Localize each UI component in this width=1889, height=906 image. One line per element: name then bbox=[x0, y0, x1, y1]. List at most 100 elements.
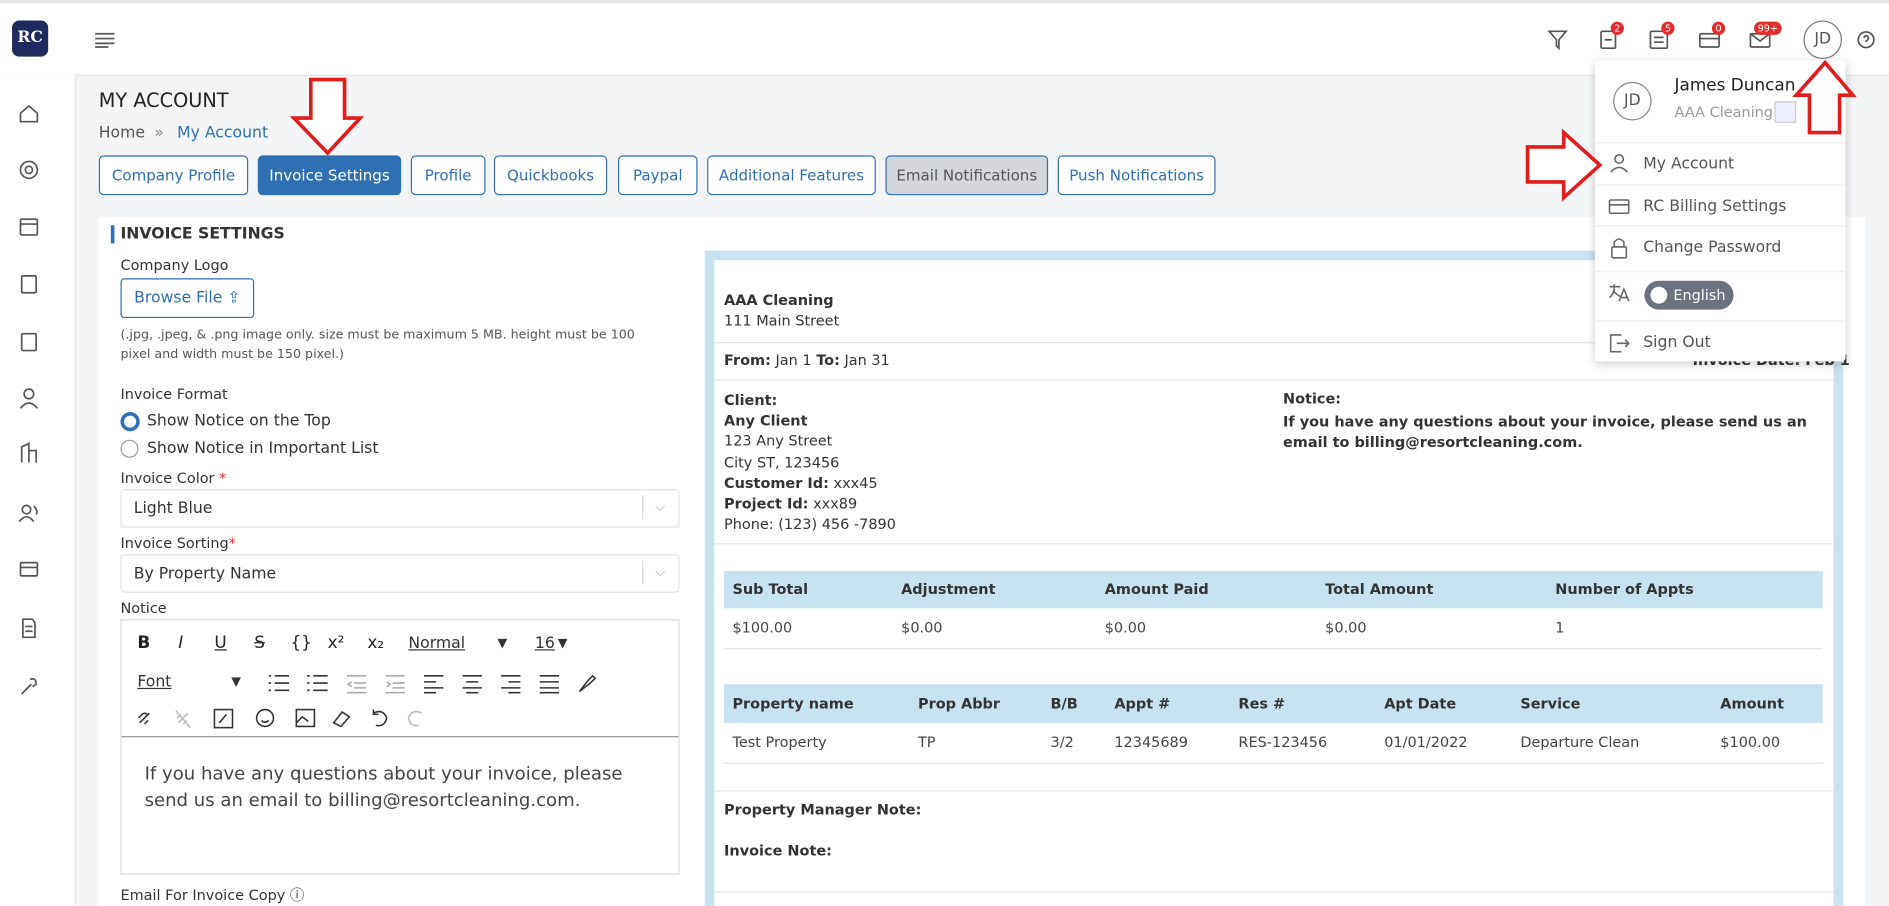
editor[interactable] bbox=[120, 736, 680, 875]
table-header: Amount Paid bbox=[1104, 580, 1209, 598]
address: 111 Main Street bbox=[724, 312, 840, 329]
divider bbox=[714, 891, 1834, 893]
tool[interactable]: S bbox=[254, 633, 265, 653]
tool[interactable]: B bbox=[137, 633, 151, 653]
menu-avatar: JD bbox=[1613, 81, 1652, 121]
table-header: Property name bbox=[732, 695, 854, 712]
table-header: Res # bbox=[1238, 695, 1286, 712]
language-toggle[interactable]: English bbox=[1644, 280, 1734, 310]
tab[interactable]: Paypal bbox=[618, 155, 698, 196]
tool[interactable]: x² bbox=[327, 633, 345, 653]
table-cell: RES-123456 bbox=[1238, 733, 1328, 751]
label: Company Logo bbox=[120, 256, 229, 274]
icon-2[interactable] bbox=[1648, 29, 1670, 51]
logo[interactable]: RC bbox=[12, 20, 49, 57]
label: Notice bbox=[120, 599, 167, 617]
radio[interactable] bbox=[120, 439, 139, 458]
tab[interactable]: Invoice Settings bbox=[257, 155, 402, 196]
client-label: Client: bbox=[724, 391, 778, 409]
table-header: Total Amount bbox=[1325, 580, 1434, 598]
sidebar bbox=[0, 74, 76, 906]
menu-item[interactable] bbox=[1595, 142, 1846, 184]
avatar[interactable]: JD bbox=[1803, 20, 1842, 60]
radio-checked[interactable] bbox=[120, 412, 140, 432]
table-header: Apt Date bbox=[1384, 695, 1457, 712]
notice-text: If you have any questions about your inv… bbox=[1283, 413, 1807, 451]
divider bbox=[724, 648, 1823, 650]
browse-text: Browse File bbox=[134, 289, 223, 308]
required: * bbox=[228, 534, 236, 552]
table-cell: 01/01/2022 bbox=[1384, 733, 1468, 751]
pm-note: Property Manager Note: bbox=[724, 801, 922, 818]
select[interactable]: Light Blue ⌵ bbox=[120, 489, 680, 528]
divider bbox=[714, 790, 1834, 792]
menu-label: Sign Out bbox=[1643, 333, 1711, 352]
toggle-knob bbox=[1650, 286, 1668, 304]
icon-3[interactable] bbox=[1698, 29, 1721, 51]
label: Email For Invoice Copy ⓘ bbox=[120, 886, 305, 904]
sidebar-icons bbox=[18, 104, 39, 695]
font-select[interactable]: Font bbox=[137, 673, 172, 692]
tab[interactable]: Additional Features bbox=[707, 155, 876, 196]
value: xxx45 bbox=[833, 474, 878, 492]
table-cell: $100.00 bbox=[1720, 733, 1781, 751]
company: AAA Cleaning bbox=[724, 291, 834, 309]
label-text: Email For Invoice Copy bbox=[120, 886, 286, 904]
tab[interactable]: Push Notifications bbox=[1057, 155, 1216, 196]
browse-button[interactable]: Browse File ⇪ bbox=[120, 278, 255, 319]
divider bbox=[714, 342, 1834, 344]
menu-item[interactable] bbox=[1595, 184, 1846, 226]
tab[interactable]: Company Profile bbox=[98, 155, 249, 196]
menu-item bbox=[1595, 271, 1846, 313]
menu-item[interactable] bbox=[1595, 320, 1846, 362]
label-text: Invoice Color bbox=[120, 469, 215, 487]
chevron: ⌵ bbox=[642, 560, 677, 585]
client-name: Any Client bbox=[724, 412, 808, 430]
help-icon[interactable] bbox=[1856, 30, 1875, 49]
filter-icon[interactable] bbox=[1547, 29, 1569, 51]
tool[interactable]: {} bbox=[290, 633, 312, 653]
phone: Phone: (123) 456 -7890 bbox=[724, 515, 896, 533]
tool[interactable]: x₂ bbox=[367, 633, 385, 653]
editor-text: If you have any questions about your inv… bbox=[144, 762, 623, 811]
table-cell: 1 bbox=[1555, 619, 1565, 637]
tool[interactable]: I bbox=[178, 633, 184, 653]
table-cell: 3/2 bbox=[1050, 733, 1074, 751]
client-address: City ST, 123456 bbox=[724, 453, 840, 471]
tab[interactable]: Quickbooks bbox=[493, 155, 608, 196]
tool[interactable]: U bbox=[214, 633, 227, 653]
toolbar-icons-2 bbox=[137, 708, 422, 729]
menu-toggle[interactable] bbox=[94, 31, 116, 48]
select-value: Light Blue bbox=[133, 499, 213, 519]
icon-1[interactable] bbox=[1597, 29, 1619, 51]
user-name: James Duncan bbox=[1674, 75, 1796, 96]
company-icon bbox=[1774, 101, 1797, 123]
table-header: B/B bbox=[1050, 695, 1078, 712]
heading-select[interactable]: Normal bbox=[408, 634, 466, 653]
chevron: ⌵ bbox=[642, 495, 677, 520]
label: Customer Id: bbox=[724, 474, 829, 492]
tab[interactable]: Email Notifications bbox=[885, 155, 1049, 196]
tab[interactable]: Profile bbox=[410, 155, 486, 196]
label: Invoice Format bbox=[120, 385, 228, 403]
badge: 5 bbox=[1661, 21, 1675, 35]
label: Invoice Color * bbox=[120, 470, 226, 487]
user-company: AAA Cleaning bbox=[1674, 103, 1773, 121]
table-header: Amount bbox=[1720, 695, 1784, 712]
client-address: 123 Any Street bbox=[724, 432, 833, 450]
menu-icons bbox=[1608, 154, 1630, 353]
header bbox=[0, 3, 1889, 76]
label: Invoice Sorting* bbox=[120, 535, 236, 552]
breadcrumb-home[interactable]: Home bbox=[98, 124, 146, 143]
size-select[interactable]: 16 bbox=[534, 634, 555, 653]
select[interactable]: By Property Name ⌵ bbox=[120, 554, 680, 593]
to: Jan 31 bbox=[844, 351, 890, 369]
label-text: Invoice Sorting bbox=[120, 534, 229, 552]
summary-header bbox=[724, 571, 1823, 609]
menu-item[interactable] bbox=[1595, 225, 1846, 267]
table-cell: $0.00 bbox=[901, 619, 943, 637]
table-header: Service bbox=[1520, 695, 1581, 712]
badge: 0 bbox=[1711, 21, 1726, 35]
